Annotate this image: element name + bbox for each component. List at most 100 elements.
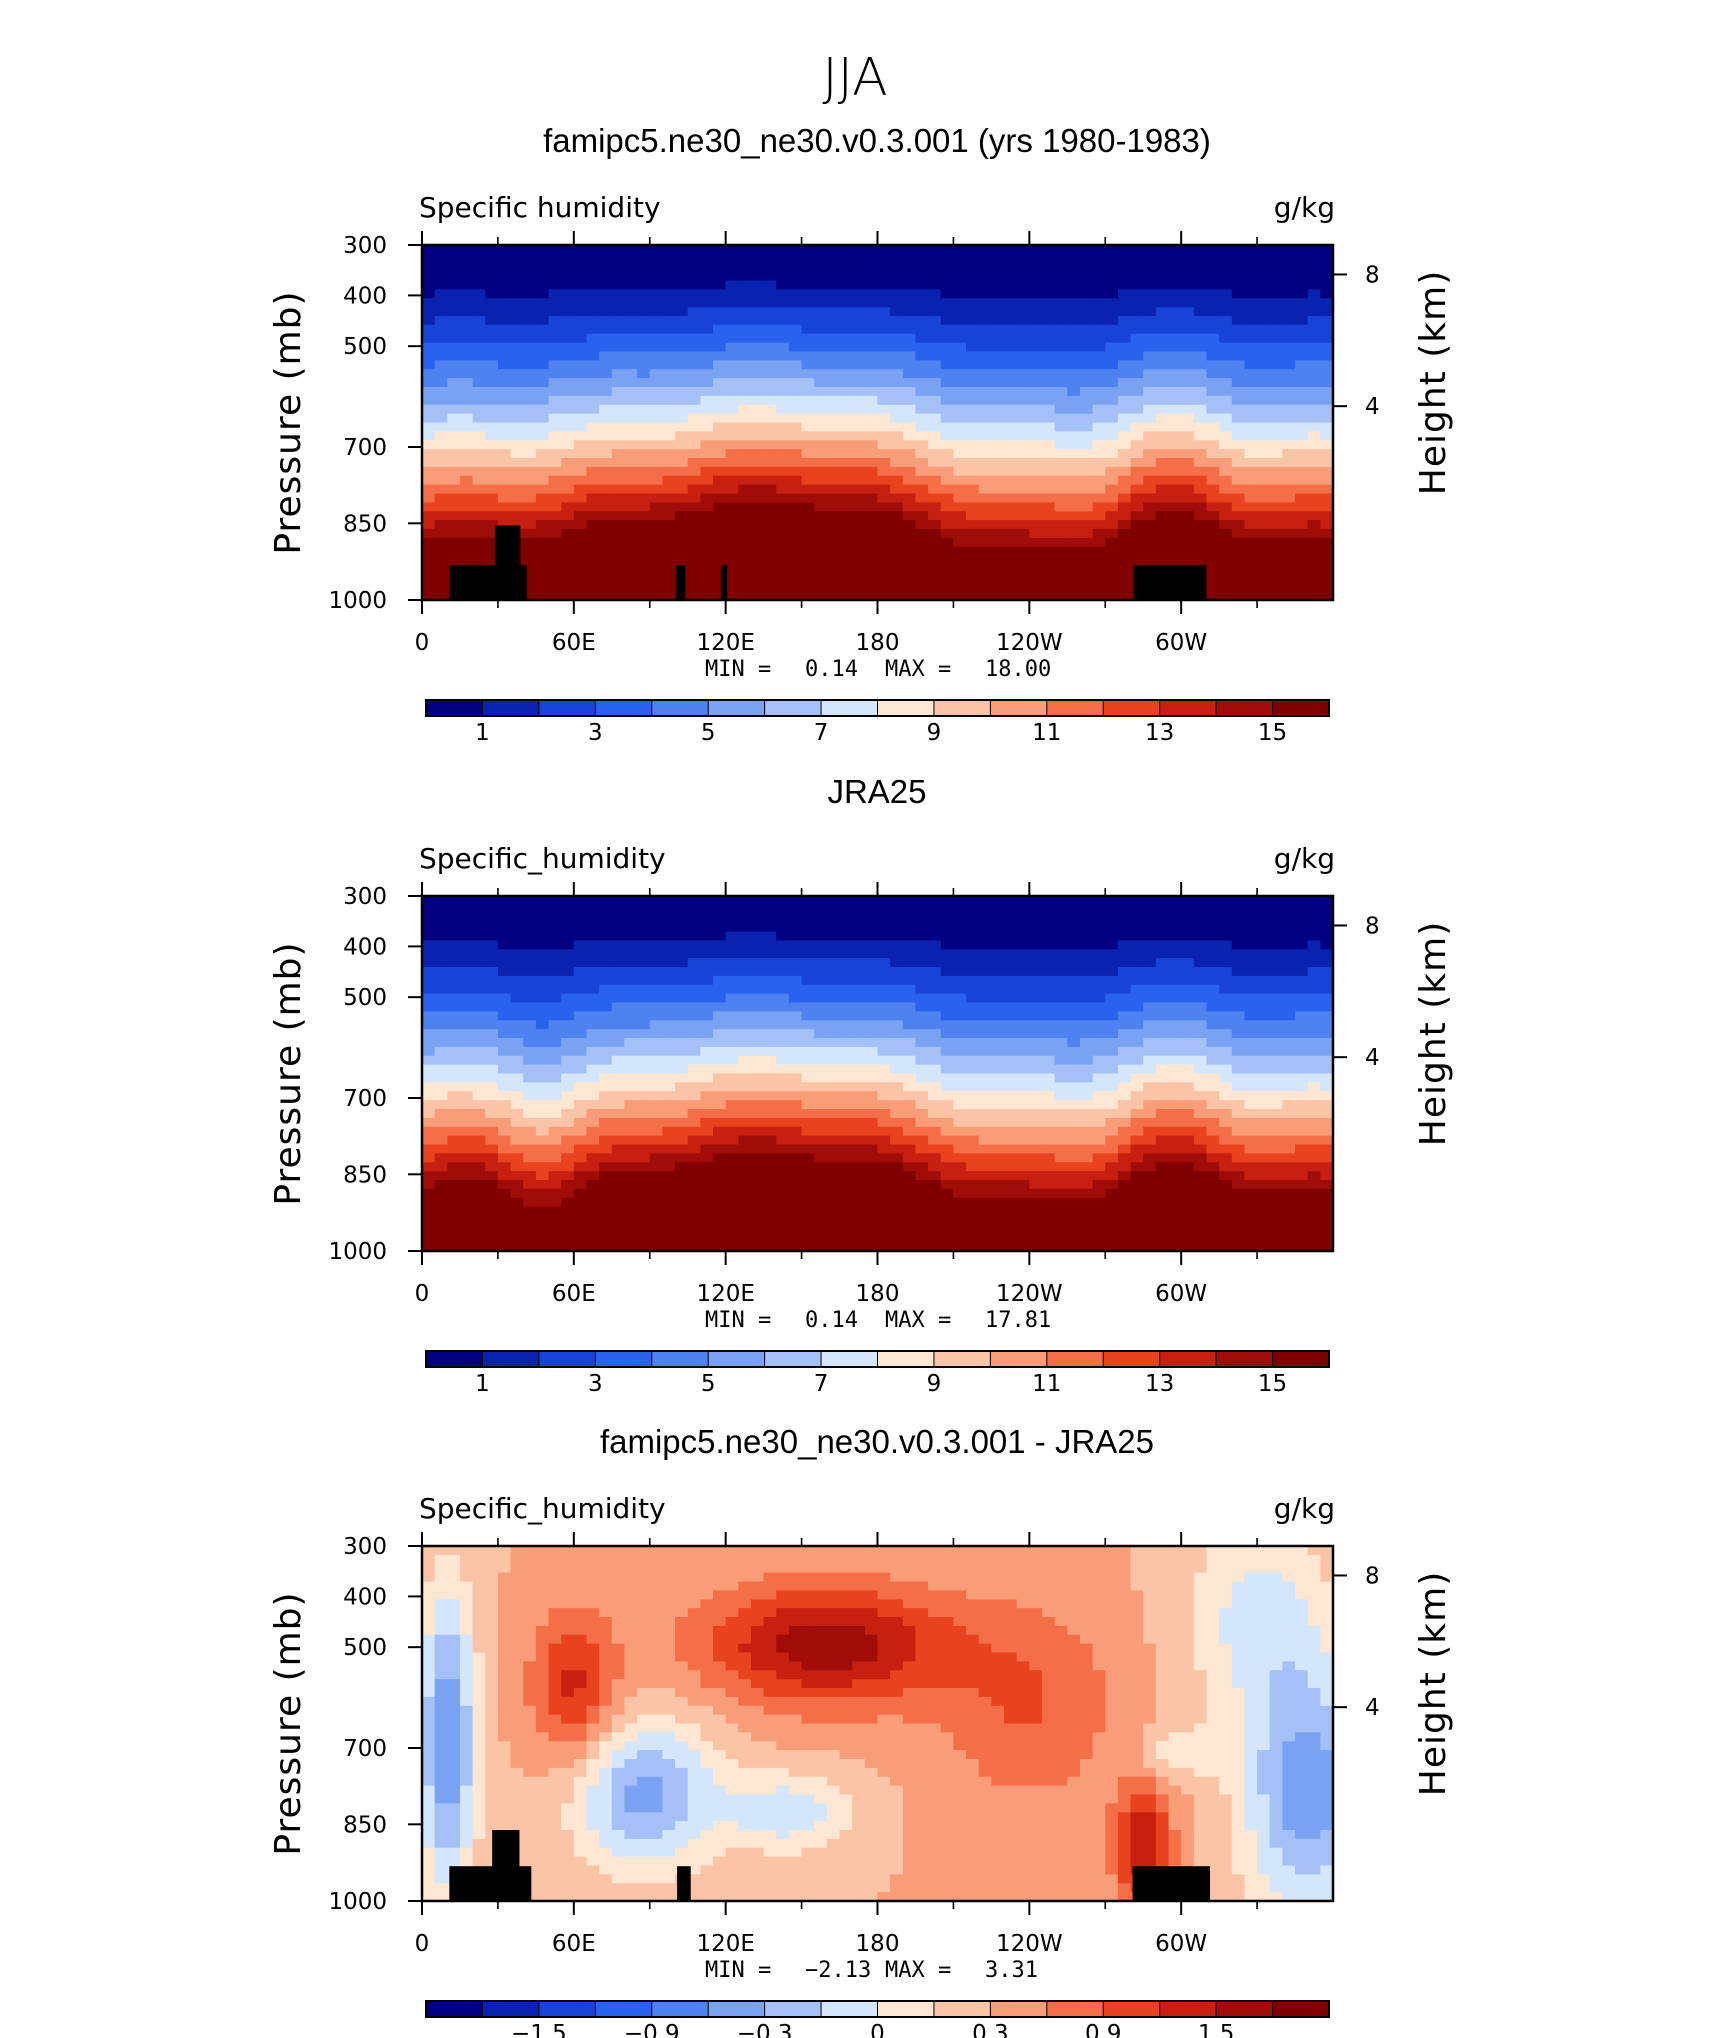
y-tick-label: 500 [343,1635,387,1661]
colorbar-swatch [651,1350,710,1368]
min-label: MIN = [705,1958,771,1983]
y-tick-label: 300 [343,1534,387,1560]
colorbar-swatch [1272,2000,1330,2018]
colorbar-swatch [1046,1350,1105,1368]
colorbar-label: 9 [927,1371,942,1397]
min-max: MIN = −2.13 MAX = 3.31 [705,1958,1038,1983]
y-axis-title: Pressure (mb) [268,290,309,554]
colorbar-label: 1.5 [1198,2021,1235,2038]
colorbar-swatch [1215,2000,1274,2018]
y-tick-label: 850 [343,1162,387,1188]
y-axis-title: Pressure (mb) [268,941,309,1205]
colorbar-label: 1 [475,1371,490,1397]
colorbar-frame [425,1350,1330,1368]
panel-title: famipc5.ne30_ne30.v0.3.001 (yrs 1980-198… [543,122,1211,159]
colorbar-label: 5 [701,720,716,746]
y2-tick-label: 8 [1365,1563,1380,1589]
y-tick-label: 500 [343,334,387,360]
y2-tick-label: 8 [1365,262,1380,288]
contour-field [422,245,1334,601]
x-tick-label: 60W [1155,1281,1207,1307]
colorbar-swatch [877,1350,935,1368]
colorbar-swatch [877,699,935,717]
colorbar-swatch [764,699,823,717]
topography-block [676,565,686,600]
colorbar-swatch [594,2000,653,2018]
colorbar-swatch [707,2000,766,2018]
colorbar-label: 7 [814,720,829,746]
topography-block [1133,565,1207,600]
panels: famipc5.ne30_ne30.v0.3.001 (yrs 1980-198… [268,122,1454,2038]
min-label: MIN = [705,657,771,682]
topography-block [1132,1866,1211,1901]
colorbar-label: 5 [701,1371,716,1397]
x-tick-label: 120W [996,630,1063,656]
max-label: MAX = [885,1958,951,1983]
colorbar-swatch [481,699,540,717]
max-label: MAX = [885,657,951,682]
contour-field [422,896,1334,1252]
colorbar-swatch [594,699,653,717]
colorbar-swatch [1215,1350,1274,1368]
colorbar-swatch [481,2000,540,2018]
topography-block [720,565,728,600]
x-axis: 0 60E 120E 180 120W 60W [415,1532,1258,1957]
colorbar-swatch [425,699,484,717]
x-tick-label: 120E [696,1931,754,1957]
panel-1: famipc5.ne30_ne30.v0.3.001 (yrs 1980-198… [268,122,1454,746]
y-tick-label: 500 [343,985,387,1011]
colorbar-swatch [877,2000,935,2018]
y-tick-label: 400 [343,283,387,309]
y2-tick-label: 8 [1365,913,1380,939]
topography-block [492,1830,520,1901]
colorbar-label: 15 [1258,720,1287,746]
colorbar-swatch [538,2000,597,2018]
colorbar-swatch [764,2000,823,2018]
min-value: 0.14 [805,1308,858,1333]
colorbar-swatch [820,2000,879,2018]
min-label: MIN = [705,1308,771,1333]
y-axis: 300 400 500 700 850 1000 Pressure (mb) [268,884,422,1265]
colorbar-swatch [425,2000,484,2018]
panel-title: famipc5.ne30_ne30.v0.3.001 - JRA25 [600,1423,1154,1460]
x-tick-label: 60W [1155,630,1207,656]
y2-axis-title: Height (km) [1413,270,1454,495]
colorbar-label: 3 [588,720,603,746]
colorbar-swatch [1102,2000,1161,2018]
colorbar-swatch [1046,2000,1105,2018]
colorbar-label: 15 [1258,1371,1287,1397]
colorbar-swatch [481,1350,540,1368]
colorbar-label: −0.3 [737,2021,793,2038]
y-axis: 300 400 500 700 850 1000 Pressure (mb) [268,1534,422,1915]
y2-axis-title: Height (km) [1413,921,1454,1146]
topography [449,525,1207,600]
panel-2: JRA25 Specific_humidity g/kg 0 60E 120E 180 120… [268,773,1454,1397]
colorbar-swatch [1215,699,1274,717]
colorbar-swatch [425,1350,484,1368]
colorbar: 1 3 5 7 9 11 13 15 [425,1350,1330,1397]
colorbar-label: 0 [870,2021,885,2038]
colorbar-label: 0.3 [972,2021,1009,2038]
colorbar-swatch [1046,699,1105,717]
y2-axis: 8 4 Height (km) [1333,262,1454,495]
min-value: 0.14 [805,657,858,682]
variable-label: Specific_humidity [419,1492,666,1525]
colorbar-label: 11 [1032,720,1061,746]
colorbar-swatch [989,1350,1048,1368]
colorbar-swatch [933,699,992,717]
y2-axis: 8 4 Height (km) [1333,1563,1454,1796]
colorbar-swatch [1159,699,1218,717]
colorbar-frame [425,2000,1330,2018]
colorbar-swatch [538,1350,597,1368]
colorbar-label: 9 [927,720,942,746]
colorbar: 1 3 5 7 9 11 13 15 [425,699,1330,746]
y-tick-label: 300 [343,233,387,259]
colorbar-swatch [989,2000,1048,2018]
y-tick-label: 1000 [328,1889,387,1915]
x-axis: 0 60E 120E 180 120W 60W [415,882,1258,1307]
colorbar-swatch [1102,1350,1161,1368]
y-tick-label: 400 [343,934,387,960]
colorbar-swatch [707,699,766,717]
colorbar-swatch [594,1350,653,1368]
y-tick-label: 700 [343,435,387,461]
